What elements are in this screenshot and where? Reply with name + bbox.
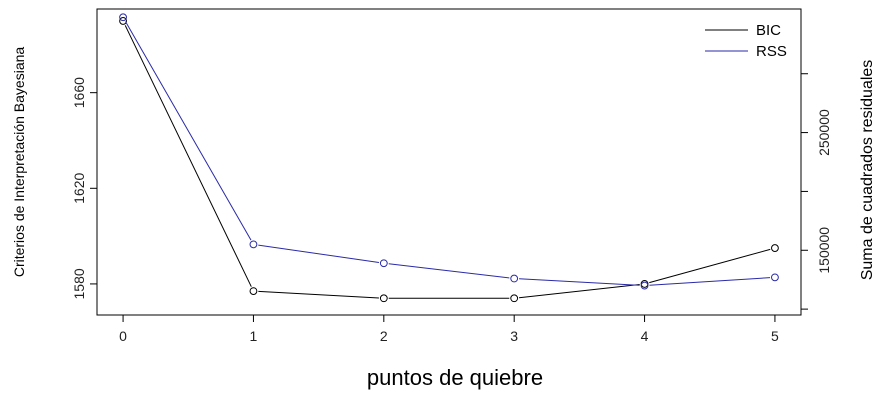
- bic-line-segment: [258, 290, 379, 299]
- x-tick-label: 0: [119, 328, 127, 344]
- x-tick-label: 1: [250, 328, 258, 344]
- legend: BIC RSS: [705, 22, 787, 60]
- bic-point: [249, 287, 258, 295]
- right-tick-label: 150000: [816, 227, 832, 274]
- rss-point: [640, 281, 649, 290]
- rss-line-segment: [519, 278, 640, 286]
- rss-point: [379, 259, 388, 268]
- left-tick-label: 1620: [71, 173, 87, 204]
- bic-point: [119, 17, 127, 25]
- bic-line-segment: [519, 283, 640, 299]
- bic-point: [379, 294, 388, 303]
- rss-point: [510, 274, 519, 283]
- right-tick-label: 250000: [816, 109, 832, 156]
- x-tick-label: 3: [510, 328, 518, 344]
- left-axis: 1580 1620 1660: [71, 77, 98, 300]
- bic-point: [640, 280, 649, 288]
- rss-point: [249, 240, 258, 249]
- legend-label-rss: RSS: [756, 43, 787, 60]
- rss-point: [119, 13, 127, 22]
- right-axis-title: Suma de cuadrados residuales: [859, 60, 876, 281]
- legend-label-bic: BIC: [756, 22, 781, 39]
- rss-line-segment: [388, 263, 510, 279]
- rss-line-segment: [125, 21, 252, 241]
- bic-point: [510, 294, 519, 303]
- plot-frame: [96, 8, 802, 316]
- rss-line-segment: [649, 277, 771, 286]
- right-axis: 150000 250000: [800, 73, 832, 310]
- x-tick-label: 5: [771, 328, 779, 344]
- bottom-axis: 0 1 2 3 4 5: [119, 314, 779, 344]
- bic-line-segment: [124, 25, 252, 287]
- x-tick-label: 2: [380, 328, 388, 344]
- left-tick-label: 1580: [71, 268, 87, 299]
- left-axis-title: Criterios de Interpretación Bayesiana: [11, 47, 27, 278]
- bic-line-segment: [649, 248, 771, 284]
- x-tick-label: 4: [641, 328, 649, 344]
- rss-point: [771, 273, 779, 282]
- bic-point: [771, 244, 779, 252]
- x-axis-title: puntos de quiebre: [367, 365, 543, 390]
- series-layer: [119, 13, 779, 303]
- rss-line-segment: [258, 244, 380, 264]
- left-tick-label: 1660: [71, 77, 87, 108]
